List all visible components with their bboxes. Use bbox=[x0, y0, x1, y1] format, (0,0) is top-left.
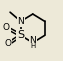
Text: N: N bbox=[29, 36, 36, 45]
Text: O: O bbox=[3, 23, 10, 32]
Text: H: H bbox=[30, 43, 35, 49]
Text: S: S bbox=[17, 30, 24, 40]
Text: N: N bbox=[17, 17, 24, 26]
Text: O: O bbox=[5, 39, 12, 48]
